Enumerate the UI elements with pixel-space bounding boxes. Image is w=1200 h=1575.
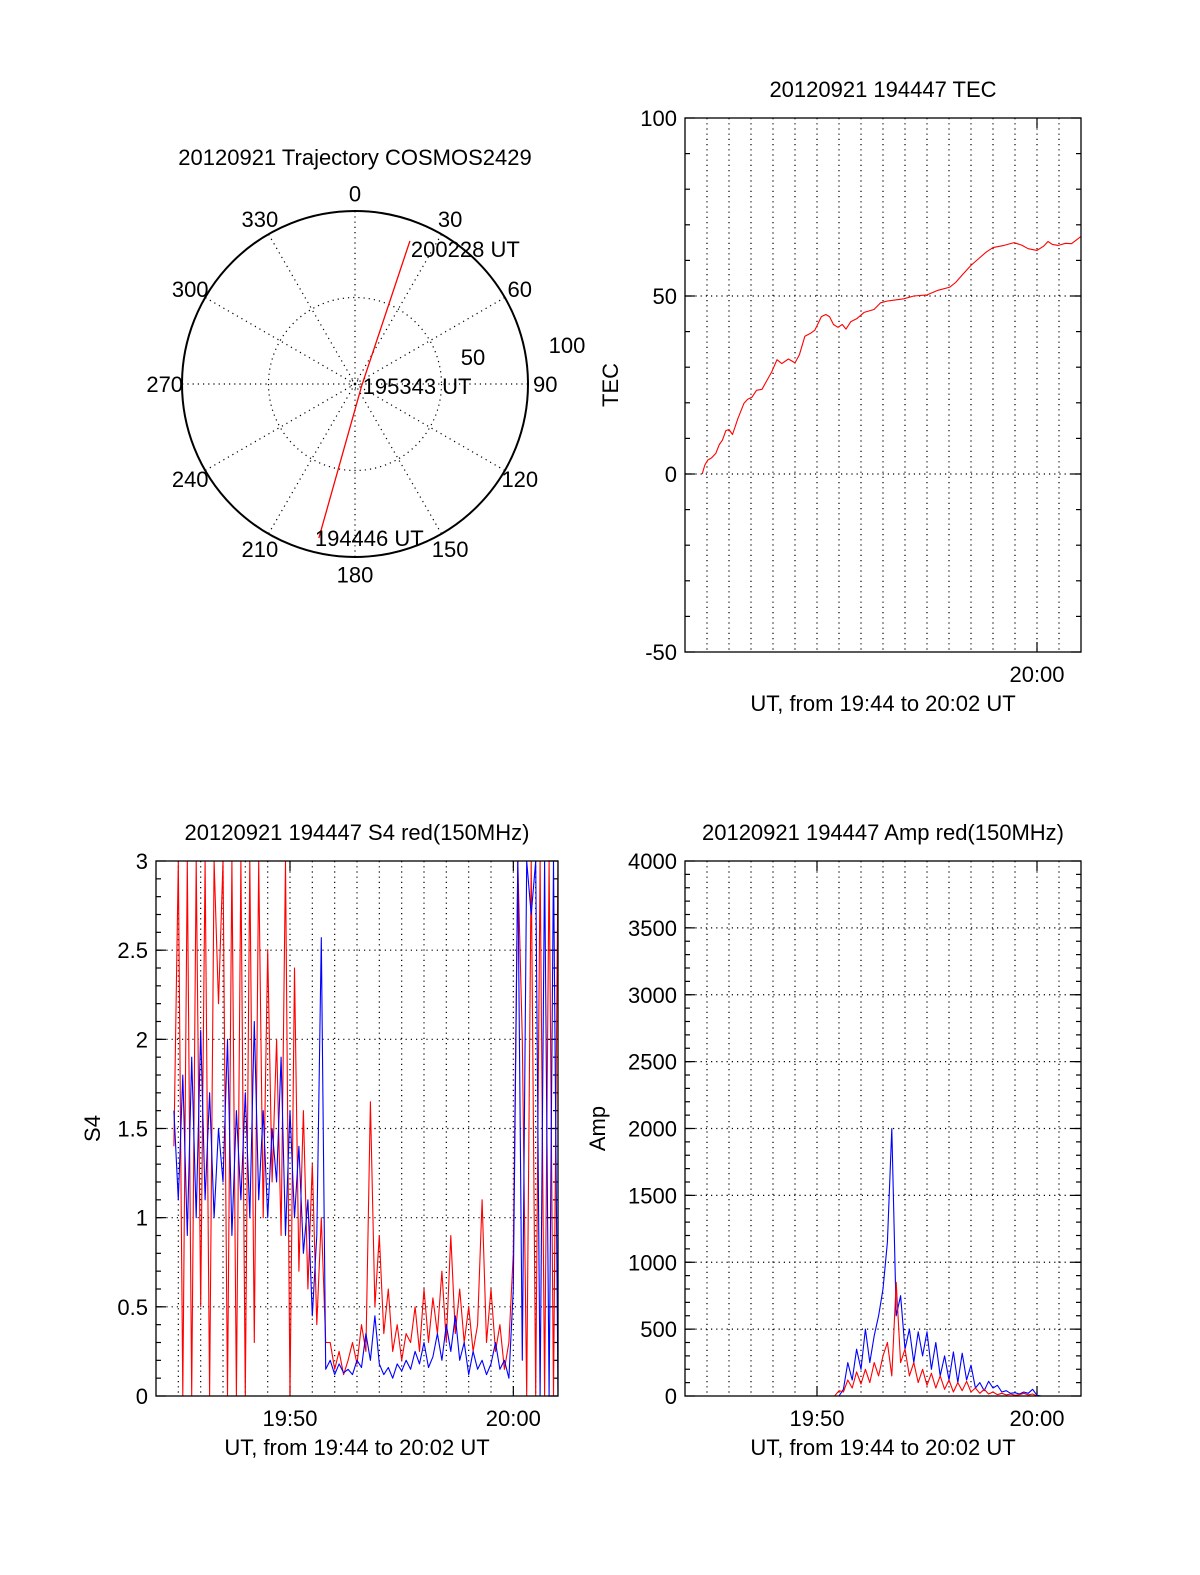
y-axis-label: Amp: [585, 1106, 610, 1151]
polar-angle-label: 60: [508, 277, 532, 302]
x-tick-label: 19:50: [789, 1406, 844, 1431]
y-tick-label: 3: [136, 849, 148, 874]
trajectory-time-annotation: 200228 UT: [411, 237, 520, 262]
y-tick-label: 2000: [628, 1117, 677, 1142]
x-axis-label: UT, from 19:44 to 20:02 UT: [750, 691, 1015, 716]
y-tick-label: 50: [653, 284, 677, 309]
tec-chart: -50 0 50 100 20:00 20120921 194447 TEC UT, fro…: [598, 77, 1082, 716]
data-series-0-line: [173, 861, 558, 1396]
y-axis-label: S4: [80, 1115, 105, 1142]
y-tick-label: 2: [136, 1027, 148, 1052]
chart-title: 20120921 194447 Amp red(150MHz): [702, 820, 1064, 845]
data-series-0-line: [701, 236, 1081, 475]
x-tick-label: 19:50: [262, 1406, 317, 1431]
polar-angle-label: 270: [146, 372, 183, 397]
polar-angle-label: 0: [349, 182, 361, 207]
polar-angle-label: 150: [432, 537, 469, 562]
y-tick-label: 0.5: [117, 1295, 148, 1320]
polar-angle-label: 300: [172, 277, 209, 302]
data-series-0-line: [702, 1127, 1081, 1396]
chart-title: 20120921 194447 TEC: [769, 77, 996, 102]
polar-angle-label: 30: [438, 207, 462, 232]
y-tick-label: 4000: [628, 849, 677, 874]
y-tick-label: 0: [665, 1384, 677, 1409]
y-tick-label: 3000: [628, 983, 677, 1008]
y-tick-label: 1.5: [117, 1117, 148, 1142]
data-series-1-line: [702, 1281, 1081, 1396]
chart-title: 20120921 194447 S4 red(150MHz): [185, 820, 530, 845]
trajectory-polar-chart: 20120921 Trajectory COSMOS2429 0 30 60 90 120…: [146, 145, 585, 587]
polar-radial-label: 50: [461, 345, 485, 370]
data-series-1-line: [173, 861, 558, 1396]
polar-angle-label: 90: [533, 372, 557, 397]
polar-center-mark: [350, 379, 360, 389]
x-axis-label: UT, from 19:44 to 20:02 UT: [750, 1435, 1015, 1460]
y-tick-label: 1: [136, 1206, 148, 1231]
trajectory-line: [318, 240, 411, 539]
plot-frame: [155, 860, 559, 1397]
amp-chart: 0 500 1000 1500 2000 2500 3000 3500 4000 19:50 20:…: [585, 820, 1082, 1460]
polar-radial-label: 100: [549, 333, 586, 358]
plot-frame: [684, 117, 1082, 653]
polar-outer-circle: [181, 210, 529, 558]
y-tick-label: 1500: [628, 1183, 677, 1208]
y-tick-label: 1000: [628, 1250, 677, 1275]
series-group: [701, 236, 1081, 475]
polar-angle-label: 330: [241, 207, 278, 232]
polar-angle-label: 240: [172, 467, 209, 492]
x-tick-label: 20:00: [1009, 662, 1064, 687]
trajectory-time-annotation: 194446 UT: [315, 526, 424, 551]
series-group: [702, 1127, 1081, 1396]
y-tick-label: 100: [640, 106, 677, 131]
y-tick-label: 2.5: [117, 938, 148, 963]
polar-angle-label: 120: [501, 467, 538, 492]
polar-radial-circle: [267, 296, 443, 472]
polar-title: 20120921 Trajectory COSMOS2429: [178, 145, 531, 170]
polar-angle-label: 210: [241, 537, 278, 562]
y-axis-label: TEC: [598, 363, 623, 407]
plot-frame: [684, 860, 1082, 1397]
trajectory-time-annotation: 195343 UT: [363, 374, 472, 399]
x-tick-label: 20:00: [1009, 1406, 1064, 1431]
s4-chart: 0 0.5 1 1.5 2 2.5 3 19:50 20:00 20120921 194447 S…: [80, 820, 559, 1460]
x-tick-label: 20:00: [486, 1406, 541, 1431]
y-tick-label: 500: [640, 1317, 677, 1342]
y-tick-label: 0: [665, 462, 677, 487]
y-tick-label: 3500: [628, 916, 677, 941]
series-group: [173, 861, 558, 1396]
y-tick-label: -50: [645, 640, 677, 665]
polar-angle-label: 180: [337, 562, 374, 587]
y-tick-label: 2500: [628, 1050, 677, 1075]
y-tick-label: 0: [136, 1384, 148, 1409]
x-axis-label: UT, from 19:44 to 20:02 UT: [224, 1435, 489, 1460]
